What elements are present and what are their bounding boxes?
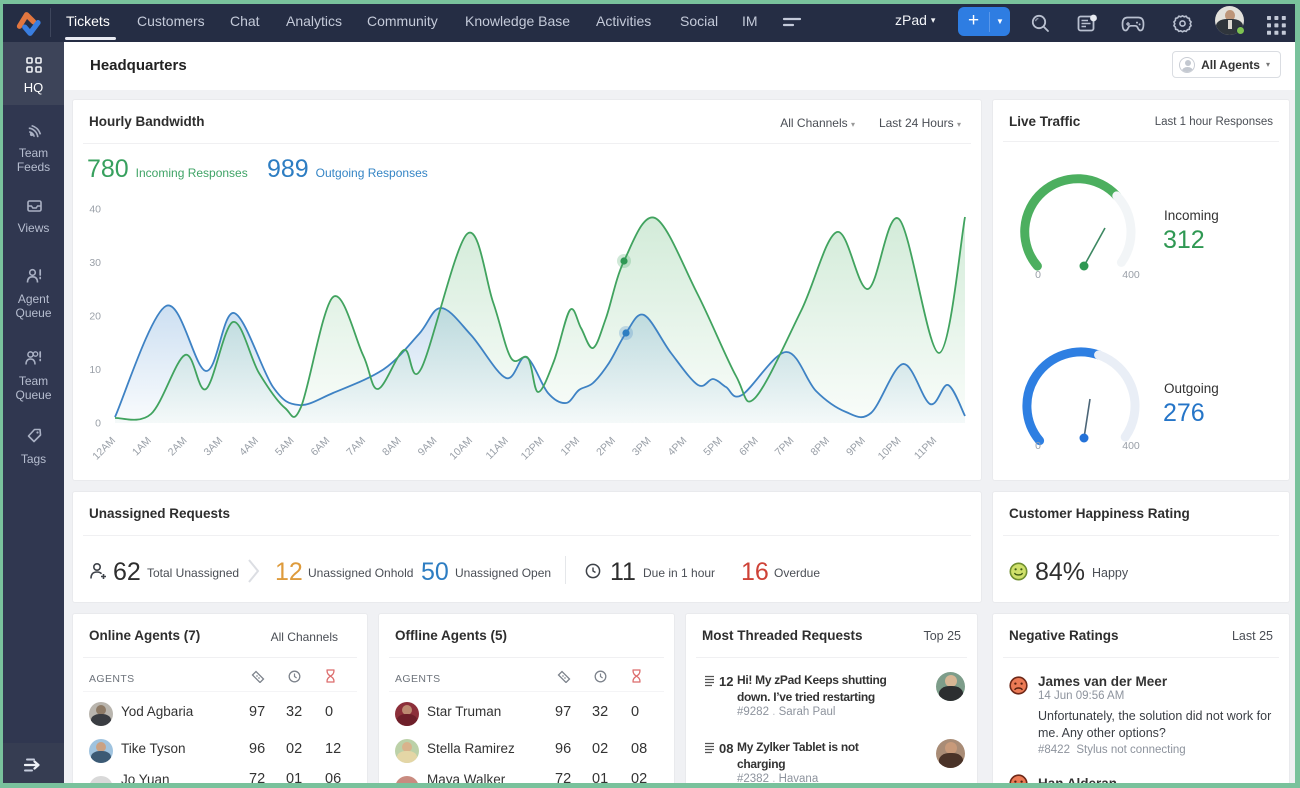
svg-text:20: 20 (89, 311, 101, 323)
svg-text:8AM: 8AM (380, 435, 404, 459)
svg-text:10PM: 10PM (876, 435, 904, 463)
svg-text:1AM: 1AM (130, 435, 154, 459)
svg-text:7AM: 7AM (344, 435, 368, 459)
svg-text:9PM: 9PM (844, 435, 868, 459)
svg-text:0: 0 (1035, 269, 1041, 281)
svg-text:11AM: 11AM (483, 435, 510, 462)
svg-text:5AM: 5AM (273, 435, 297, 459)
svg-text:30: 30 (89, 257, 101, 269)
svg-text:400: 400 (1122, 440, 1140, 452)
svg-text:4AM: 4AM (237, 435, 261, 459)
svg-text:9AM: 9AM (416, 435, 440, 459)
svg-text:3AM: 3AM (201, 435, 225, 459)
svg-text:8PM: 8PM (808, 435, 832, 459)
svg-text:3PM: 3PM (630, 435, 654, 459)
svg-text:4PM: 4PM (666, 435, 690, 459)
svg-text:6AM: 6AM (309, 435, 333, 459)
svg-text:12AM: 12AM (90, 435, 118, 463)
svg-text:1PM: 1PM (558, 435, 582, 459)
svg-text:6PM: 6PM (737, 435, 761, 459)
svg-text:5PM: 5PM (701, 435, 725, 459)
svg-text:400: 400 (1122, 269, 1140, 281)
svg-text:0: 0 (95, 418, 101, 430)
svg-text:2PM: 2PM (594, 435, 618, 459)
svg-text:11PM: 11PM (912, 435, 939, 462)
svg-text:2AM: 2AM (166, 435, 190, 459)
svg-text:40: 40 (89, 204, 101, 216)
svg-text:10: 10 (89, 364, 101, 376)
svg-text:10AM: 10AM (447, 435, 475, 463)
svg-text:12PM: 12PM (519, 435, 547, 463)
svg-text:7PM: 7PM (773, 435, 797, 459)
svg-text:0: 0 (1035, 440, 1041, 452)
